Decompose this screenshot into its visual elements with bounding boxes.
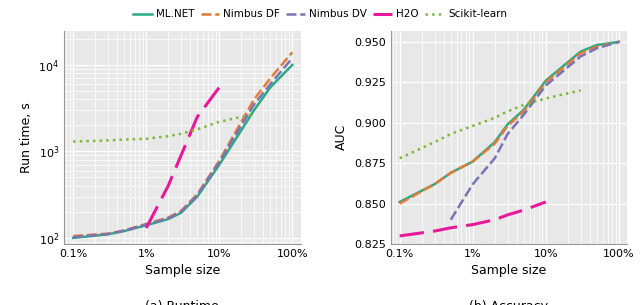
Scikit-learn: [164, 134, 172, 138]
Nimbus DV: [164, 217, 172, 220]
Nimbus DF: [164, 216, 172, 219]
H2O: [177, 153, 185, 157]
Nimbus DF: [142, 222, 150, 226]
Scikit-learn: [69, 140, 77, 143]
Nimbus DV: [193, 194, 201, 197]
ML.NET: [266, 85, 274, 89]
Scikit-learn: [193, 127, 201, 131]
ML.NET: [104, 232, 112, 236]
Text: (a) Runtime: (a) Runtime: [145, 300, 219, 305]
Nimbus DV: [142, 223, 150, 226]
Scikit-learn: [216, 120, 223, 124]
Nimbus DF: [69, 234, 77, 238]
Text: (b) Accuracy: (b) Accuracy: [469, 300, 548, 305]
Scikit-learn: [250, 112, 258, 116]
Nimbus DF: [104, 232, 112, 235]
ML.NET: [69, 236, 77, 240]
Line: H2O: H2O: [146, 87, 220, 228]
ML.NET: [216, 163, 223, 167]
ML.NET: [250, 108, 258, 112]
ML.NET: [120, 229, 128, 233]
Nimbus DV: [250, 102, 258, 106]
Line: Scikit-learn: Scikit-learn: [73, 114, 254, 142]
Nimbus DV: [177, 210, 185, 214]
Nimbus DV: [120, 229, 128, 233]
H2O: [216, 85, 223, 89]
Scikit-learn: [142, 137, 150, 141]
Nimbus DF: [216, 159, 223, 163]
Y-axis label: Run time, s: Run time, s: [20, 102, 33, 173]
Nimbus DV: [216, 160, 223, 164]
ML.NET: [177, 211, 185, 215]
Legend: ML.NET, Nimbus DF, Nimbus DV, H2O, Scikit-learn: ML.NET, Nimbus DF, Nimbus DV, H2O, Sciki…: [129, 5, 511, 23]
X-axis label: Sample size: Sample size: [145, 264, 220, 278]
Nimbus DV: [69, 235, 77, 239]
ML.NET: [164, 217, 172, 221]
Line: Nimbus DV: Nimbus DV: [73, 58, 292, 237]
Scikit-learn: [177, 132, 185, 136]
Nimbus DV: [266, 82, 274, 86]
Nimbus DF: [177, 209, 185, 213]
Scikit-learn: [104, 138, 112, 142]
H2O: [164, 184, 172, 188]
Line: Nimbus DF: Nimbus DF: [73, 52, 292, 236]
Nimbus DF: [120, 228, 128, 232]
X-axis label: Sample size: Sample size: [471, 264, 547, 278]
ML.NET: [289, 63, 296, 67]
Line: ML.NET: ML.NET: [73, 65, 292, 238]
H2O: [142, 226, 150, 230]
Nimbus DV: [289, 56, 296, 60]
Nimbus DF: [250, 98, 258, 101]
H2O: [193, 115, 201, 119]
ML.NET: [142, 224, 150, 227]
Nimbus DF: [289, 50, 296, 54]
ML.NET: [193, 195, 201, 199]
Scikit-learn: [120, 138, 128, 142]
Nimbus DF: [193, 192, 201, 196]
Y-axis label: AUC: AUC: [335, 124, 348, 150]
Nimbus DV: [104, 232, 112, 236]
Nimbus DF: [266, 77, 274, 80]
